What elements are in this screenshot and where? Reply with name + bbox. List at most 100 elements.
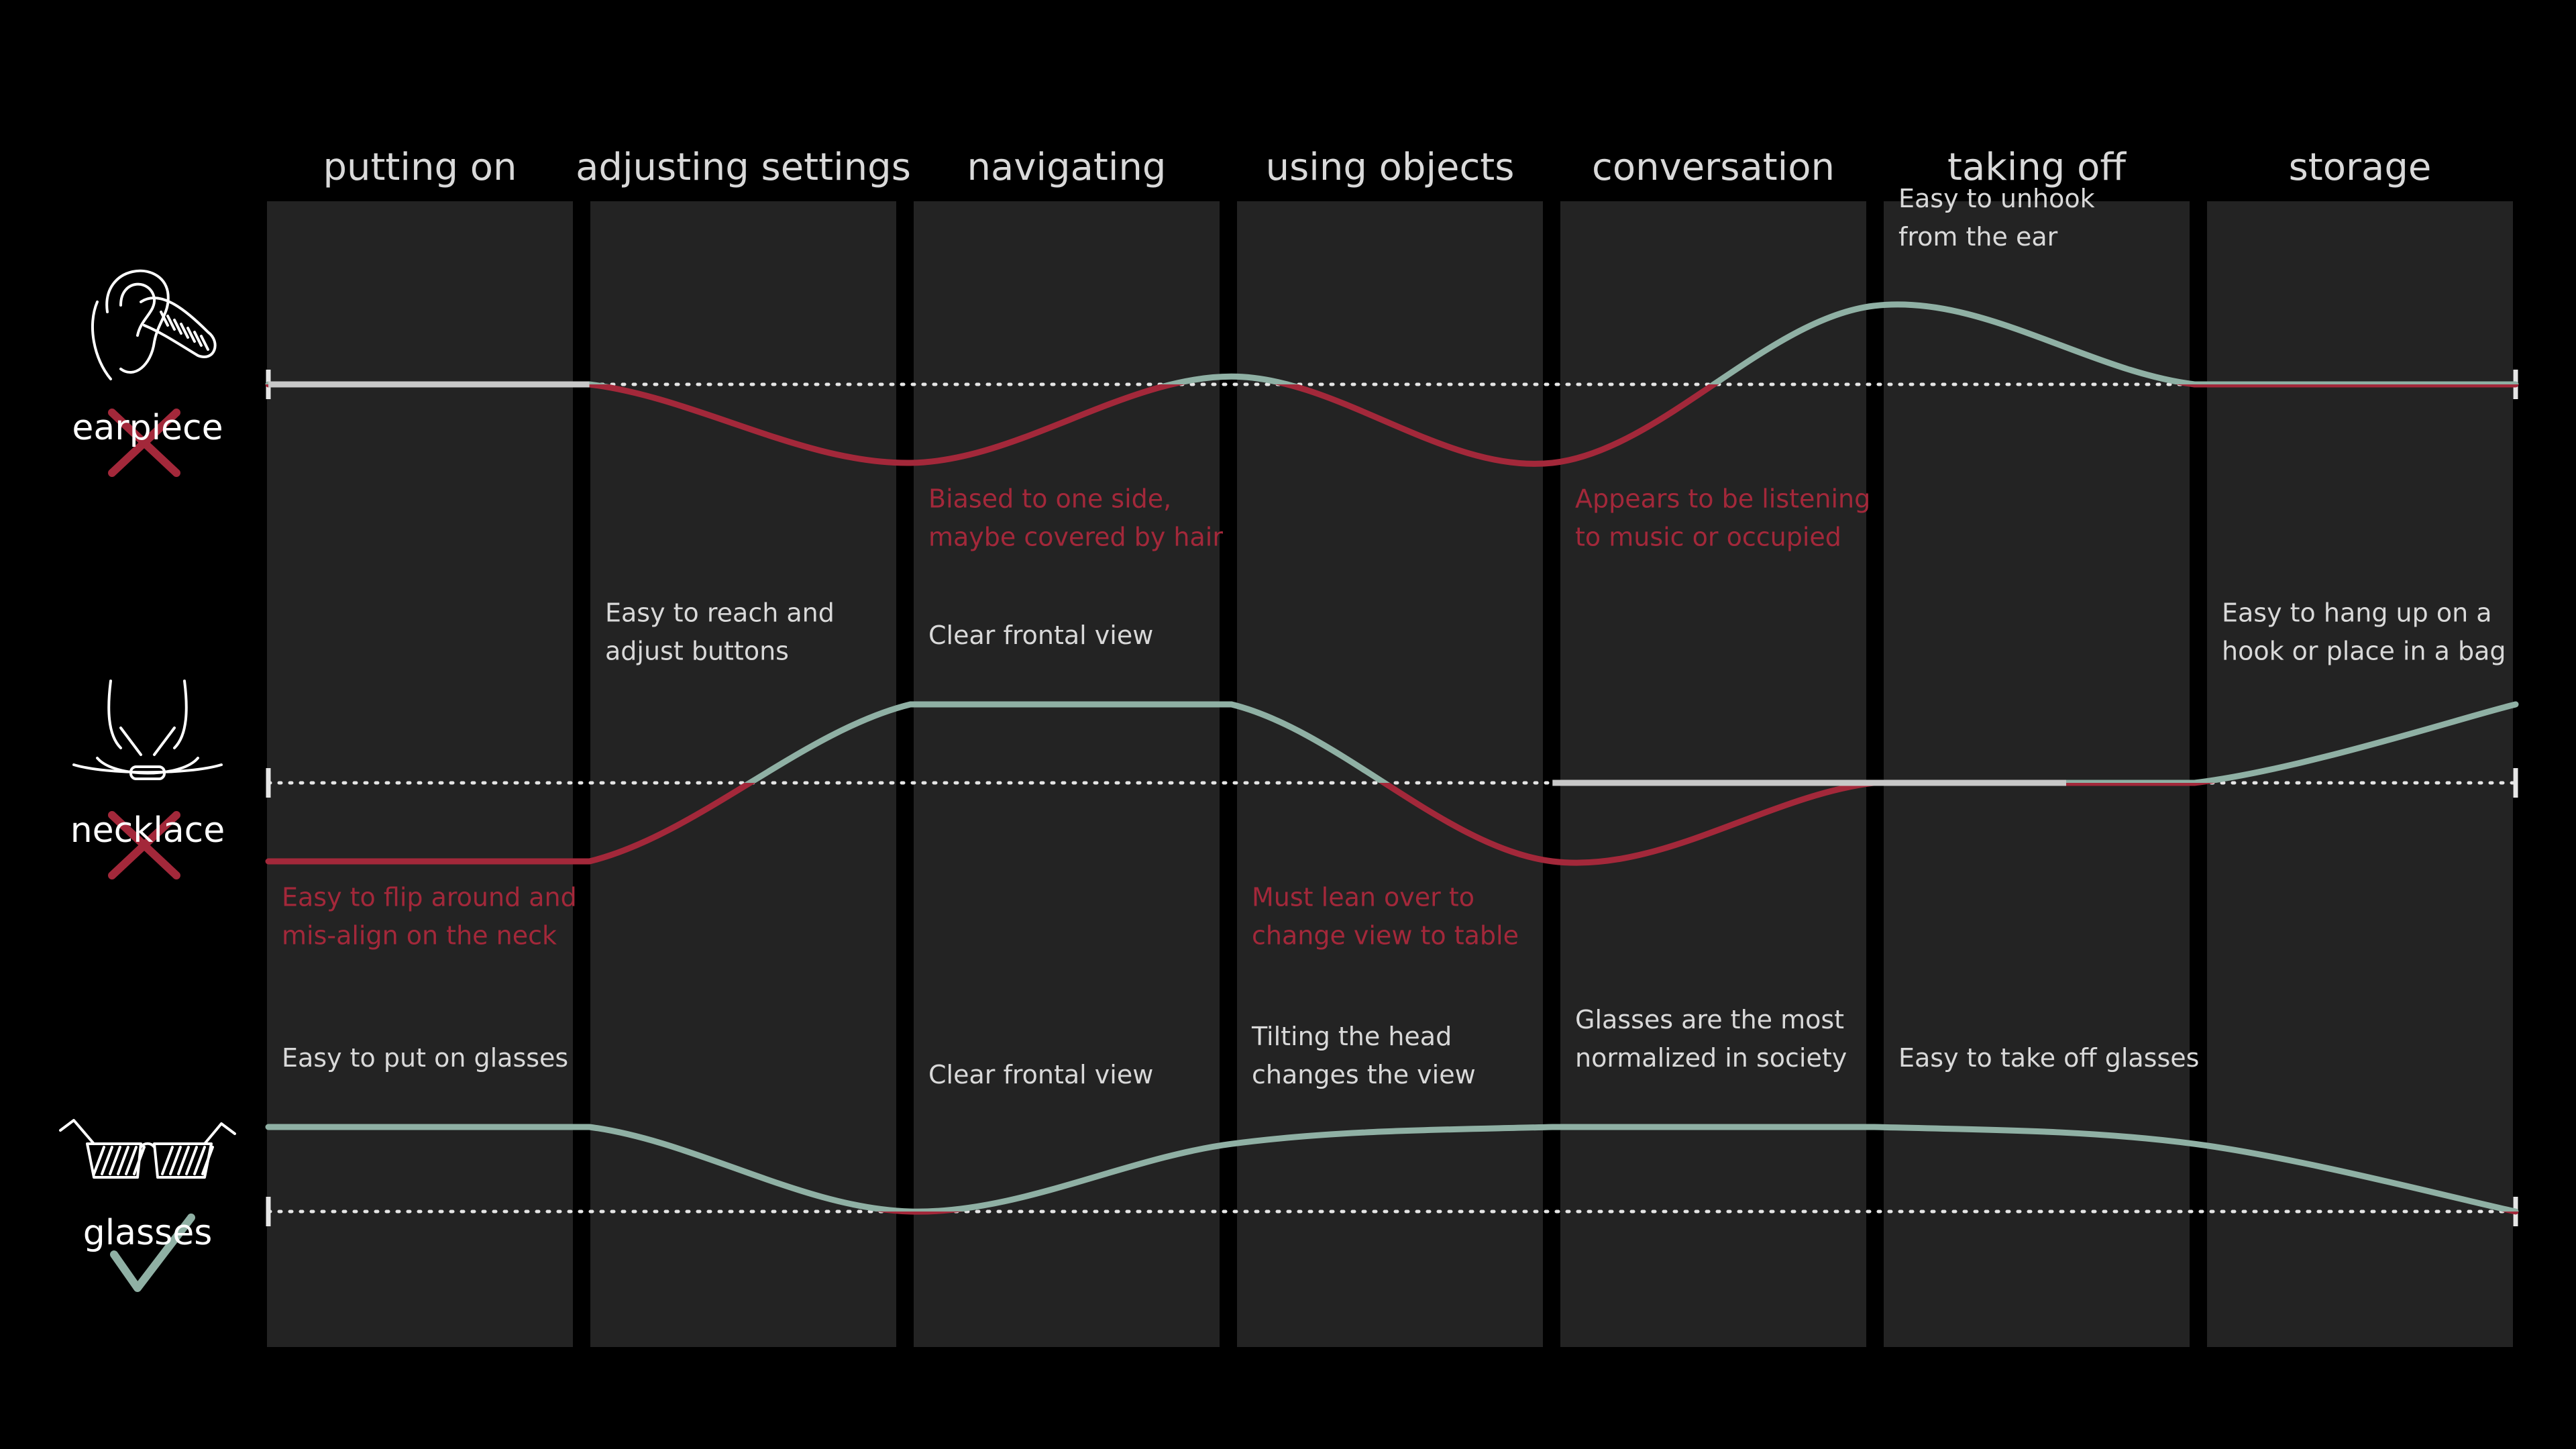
note-line: Glasses are the most [1575,1005,1844,1034]
stage-header-taking-off: taking off [1947,146,2127,189]
note-line: changes the view [1252,1060,1476,1089]
lens-hatch [125,1146,138,1175]
note-line: hook or place in a bag [2222,636,2506,665]
earpiece-hatch [180,323,189,339]
stage-columns [267,201,2513,1347]
note-line: Appears to be listening [1575,484,1870,513]
glasses-note-2: Clear frontal view [928,1060,1153,1089]
stage-column-navigating [914,201,1220,1347]
glasses-lens-left [86,1142,142,1179]
glasses-icon [59,1119,236,1179]
earpiece-body [140,297,217,358]
earpiece-note-2: Biased to one side, maybe covered by hair [928,484,1223,551]
glasses-check-icon [110,1214,195,1292]
lens-hatch [133,1146,146,1175]
row-earpiece: Biased to one side, maybe covered by hair… [265,184,2519,551]
stage-column-putting-on [267,201,573,1347]
device-glasses: glasses [59,1119,236,1292]
glasses-note-3: Tilting the head changes the view [1251,1022,1476,1089]
necklace-label: necklace [70,810,225,851]
lens-hatch [201,1146,214,1175]
device-icons: earpiece necklace glasses [59,269,236,1292]
necklace-cross-icon [108,811,180,879]
glasses-note-5: Easy to take off glasses [1898,1043,2199,1073]
stage-header-navigating: navigating [967,146,1167,189]
glasses-label: glasses [83,1213,213,1253]
lens-hatch [177,1146,190,1175]
lens-hatch [161,1146,174,1175]
stage-header-adjusting-settings: adjusting settings [576,146,911,189]
stage-column-taking-off [1884,201,2190,1347]
glasses-curve-positive [265,1124,2519,1212]
ear-back [91,301,112,380]
necklace-curve-negative [265,783,2216,866]
glasses-note-4: Glasses are the most normalized in societ… [1575,1005,1847,1073]
lens-hatch [93,1146,105,1175]
earpiece-label: earpiece [72,408,223,448]
lens-hatch [193,1146,206,1175]
note-line: Easy to hang up on a [2222,598,2492,627]
glasses-lens-right [153,1142,213,1179]
stage-header-using-objects: using objects [1266,146,1515,189]
earpiece-note-5: Easy to unhook from the ear [1898,184,2095,252]
neck-lines [107,680,188,749]
lens-hatch [117,1146,129,1175]
note-line: change view to table [1252,920,1519,950]
necklace-note-2: Clear frontal view [928,621,1153,650]
necklace-band [96,757,199,775]
glasses-temples [59,1119,236,1145]
note-line: Easy to unhook [1898,184,2095,213]
glasses-note-0: Easy to put on glasses [282,1043,568,1073]
necklace-note-6: Easy to hang up on a hook or place in a b… [2222,598,2506,665]
device-earpiece: earpiece [72,269,223,477]
note-line: Tilting the head [1251,1022,1452,1051]
earpiece-hatch [193,331,203,347]
note-line: Biased to one side, [928,484,1171,513]
device-necklace: necklace [70,680,225,879]
lens-hatch [169,1146,182,1175]
note-line: Must lean over to [1252,882,1474,912]
necklace-icon [72,680,223,780]
stage-headers: putting on adjusting settings navigating us… [323,146,2431,189]
ear-outline [105,269,170,374]
earpiece-hatch [200,335,209,351]
stage-header-storage: storage [2289,146,2432,189]
earpiece-note-4: Appears to be listening to music or occup… [1575,484,1870,551]
necklace-note-0: Easy to flip around and mis-align on the … [282,882,577,950]
glasses-bridge [140,1142,156,1148]
row-glasses: Easy to put on glasses Clear frontal view… [265,1005,2519,1226]
stage-header-conversation: conversation [1592,146,1835,189]
stage-column-adjusting-settings [590,201,896,1347]
stage-column-conversation [1560,201,1866,1347]
note-line: Easy to flip around and [282,882,577,912]
note-line: Easy to put on glasses [282,1043,568,1073]
note-line: adjust buttons [605,636,789,665]
stage-column-using-objects [1237,201,1543,1347]
note-line: Clear frontal view [928,1060,1153,1089]
note-line: Clear frontal view [928,621,1153,650]
lens-hatch [185,1146,198,1175]
earpiece-hatch [173,319,182,335]
earpiece-curve-positive [265,301,2519,384]
note-line: mis-align on the neck [282,920,557,950]
lens-hatch [101,1146,113,1175]
earpiece-curve-negative [265,384,2519,467]
earpiece-hatch [186,327,196,343]
note-line: maybe covered by hair [928,522,1223,551]
necklace-note-1: Easy to reach and adjust buttons [605,598,835,665]
lens-hatch [109,1146,121,1175]
earpiece-cross-icon [108,409,180,477]
row-necklace: Easy to flip around and mis-align on the … [265,598,2519,950]
note-line: Easy to reach and [605,598,835,627]
necklace-note-3: Must lean over to change view to table [1252,882,1519,950]
stage-header-putting-on: putting on [323,146,517,189]
earpiece-hatch [160,311,169,327]
note-line: from the ear [1898,222,2058,252]
note-line: normalized in society [1575,1043,1847,1073]
device-rows: Biased to one side, maybe covered by hair… [265,184,2519,1226]
note-line: to music or occupied [1575,522,1841,551]
note-line: Easy to take off glasses [1898,1043,2199,1073]
necklace-pendant [129,765,166,780]
collar-lines [119,727,176,756]
